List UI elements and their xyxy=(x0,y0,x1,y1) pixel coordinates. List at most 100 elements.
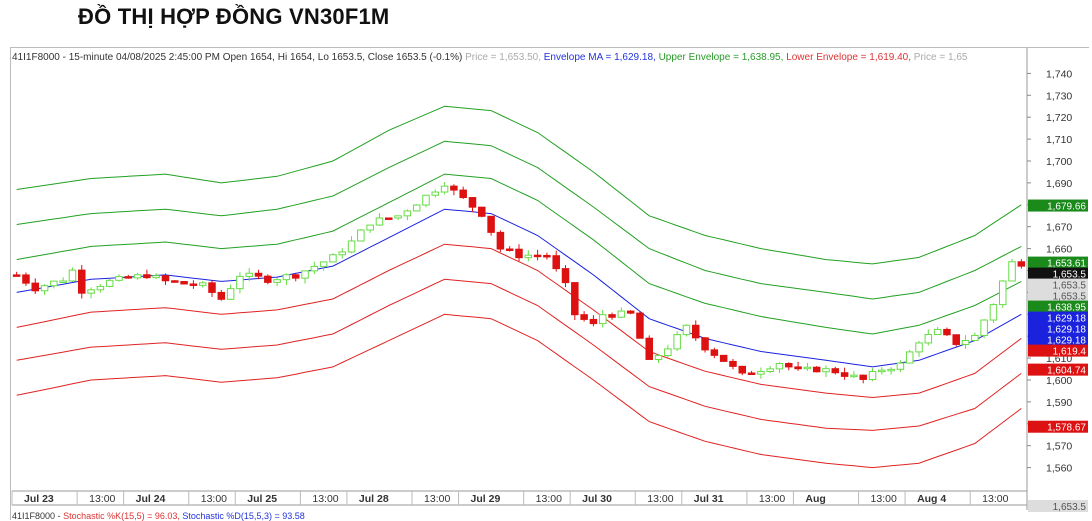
price-label-text: 1,653.5 xyxy=(1053,292,1087,303)
x-tick-label: Aug 4 xyxy=(917,493,946,505)
chart-title: ĐỒ THỊ HỢP ĐỒNG VN30F1M xyxy=(78,4,390,29)
candle-body xyxy=(905,351,914,364)
price-label-text: 1,638.95 xyxy=(1047,303,1086,314)
indicator-symbol: 41I1F8000 - xyxy=(12,511,61,521)
x-tick-label: Jul 30 xyxy=(582,493,612,505)
candle-body xyxy=(124,276,133,279)
x-tick-label: 13:00 xyxy=(871,493,897,505)
candle-body xyxy=(589,318,598,325)
candle-body xyxy=(924,334,933,344)
price-label-text: 1,629.18 xyxy=(1047,325,1086,336)
candle-body xyxy=(552,255,560,270)
stochastic-k: Stochastic %K(15,5) = 96.03, xyxy=(63,511,180,521)
candle-body xyxy=(654,355,663,360)
x-tick-label: 13:00 xyxy=(424,493,450,505)
upper-envelope-1-line xyxy=(16,173,1022,335)
x-tick-label: 13:00 xyxy=(201,493,227,505)
candle-body xyxy=(366,224,374,231)
candle-body xyxy=(59,280,67,284)
candle-body xyxy=(226,288,235,300)
candle-body xyxy=(115,276,123,281)
x-tick-label: Jul 28 xyxy=(359,493,389,505)
lower-envelope-3-line xyxy=(16,313,1022,469)
x-tick-label: Jul 29 xyxy=(471,493,501,505)
candle-body xyxy=(766,368,774,372)
candle-body xyxy=(198,282,207,286)
upper-envelope-2-line xyxy=(16,140,1022,300)
x-tick-label: 13:00 xyxy=(312,493,338,505)
candle-body xyxy=(580,314,588,320)
candle-body xyxy=(1008,261,1016,282)
price-label-text: 1,653.61 xyxy=(1047,259,1086,270)
candle-body xyxy=(412,204,421,212)
candle-body xyxy=(933,328,942,336)
candle-body xyxy=(775,362,784,370)
candle-body xyxy=(78,269,86,294)
candle-body xyxy=(971,334,979,341)
price-label-box xyxy=(1028,333,1088,346)
y-tick-label: 1,600 xyxy=(1046,375,1072,387)
candle-body xyxy=(543,254,551,258)
candle-body xyxy=(468,197,477,208)
indicator-strip: 41I1F8000 - Stochastic %K(15,5) = 96.03,… xyxy=(12,511,305,521)
price-labels: 1,679.661,653.611,653.51,653.51,653.51,6… xyxy=(1028,199,1088,513)
y-tick-label: 1,590 xyxy=(1046,397,1072,409)
candle-body xyxy=(747,372,756,375)
envelope-lines xyxy=(16,105,1022,469)
y-tick-label: 1,660 xyxy=(1046,244,1072,256)
candle-body xyxy=(347,240,356,253)
price-label-box xyxy=(1028,256,1088,269)
candle-body xyxy=(505,248,514,251)
candle-body xyxy=(831,368,840,374)
candle-body xyxy=(515,248,523,259)
candle-body xyxy=(850,374,858,378)
price-label-text: 1,604.74 xyxy=(1047,366,1086,377)
candle-body xyxy=(691,324,700,339)
candle-body xyxy=(310,265,319,272)
candle-body xyxy=(50,280,58,287)
candle-body xyxy=(459,189,467,199)
candle-body xyxy=(980,319,988,336)
price-label-box xyxy=(1028,278,1088,291)
candle-body xyxy=(812,366,821,373)
price-label-text: 1,629.18 xyxy=(1047,336,1086,347)
price-label-box xyxy=(1028,420,1088,433)
y-tick-label: 1,740 xyxy=(1046,68,1072,80)
candle-body xyxy=(524,254,533,259)
candle-body xyxy=(245,272,253,277)
chart-info-line: 41I1F8000 - 15-minute 04/08/2025 2:45:00… xyxy=(12,52,967,63)
candle-body xyxy=(868,370,877,380)
price-label-box xyxy=(1028,322,1088,335)
candle-body xyxy=(673,334,681,350)
price-label-box xyxy=(1028,311,1088,324)
candle-body xyxy=(571,282,579,316)
candle-body xyxy=(961,339,970,345)
candle-body xyxy=(161,275,170,282)
candle-body xyxy=(738,365,747,374)
candle-body xyxy=(496,231,505,250)
candle-body xyxy=(533,254,542,258)
chart-frame xyxy=(10,47,1089,520)
price-label-box xyxy=(1028,363,1088,376)
candle-body xyxy=(40,285,49,292)
candle-body xyxy=(952,334,960,345)
y-tick-label: 1,560 xyxy=(1046,463,1072,475)
candle-body xyxy=(264,275,272,283)
x-tick-label: Aug xyxy=(805,493,825,505)
candle-body xyxy=(608,314,616,318)
price-label-box xyxy=(1028,500,1088,512)
y-tick-label: 1,720 xyxy=(1046,112,1072,124)
candle-body xyxy=(989,304,998,321)
price-label-box xyxy=(1028,344,1088,357)
y-tick-label: 1,570 xyxy=(1046,441,1072,453)
candle-body xyxy=(394,215,402,219)
info-lower-envelope: Lower Envelope = 1,619.40, xyxy=(786,52,912,63)
candle-body xyxy=(719,354,728,362)
candle-body xyxy=(31,282,40,292)
candle-body xyxy=(133,274,142,279)
candle-body xyxy=(87,289,95,294)
x-tick-label: 13:00 xyxy=(536,493,562,505)
candle-body xyxy=(701,337,709,351)
candle-body xyxy=(273,279,281,283)
